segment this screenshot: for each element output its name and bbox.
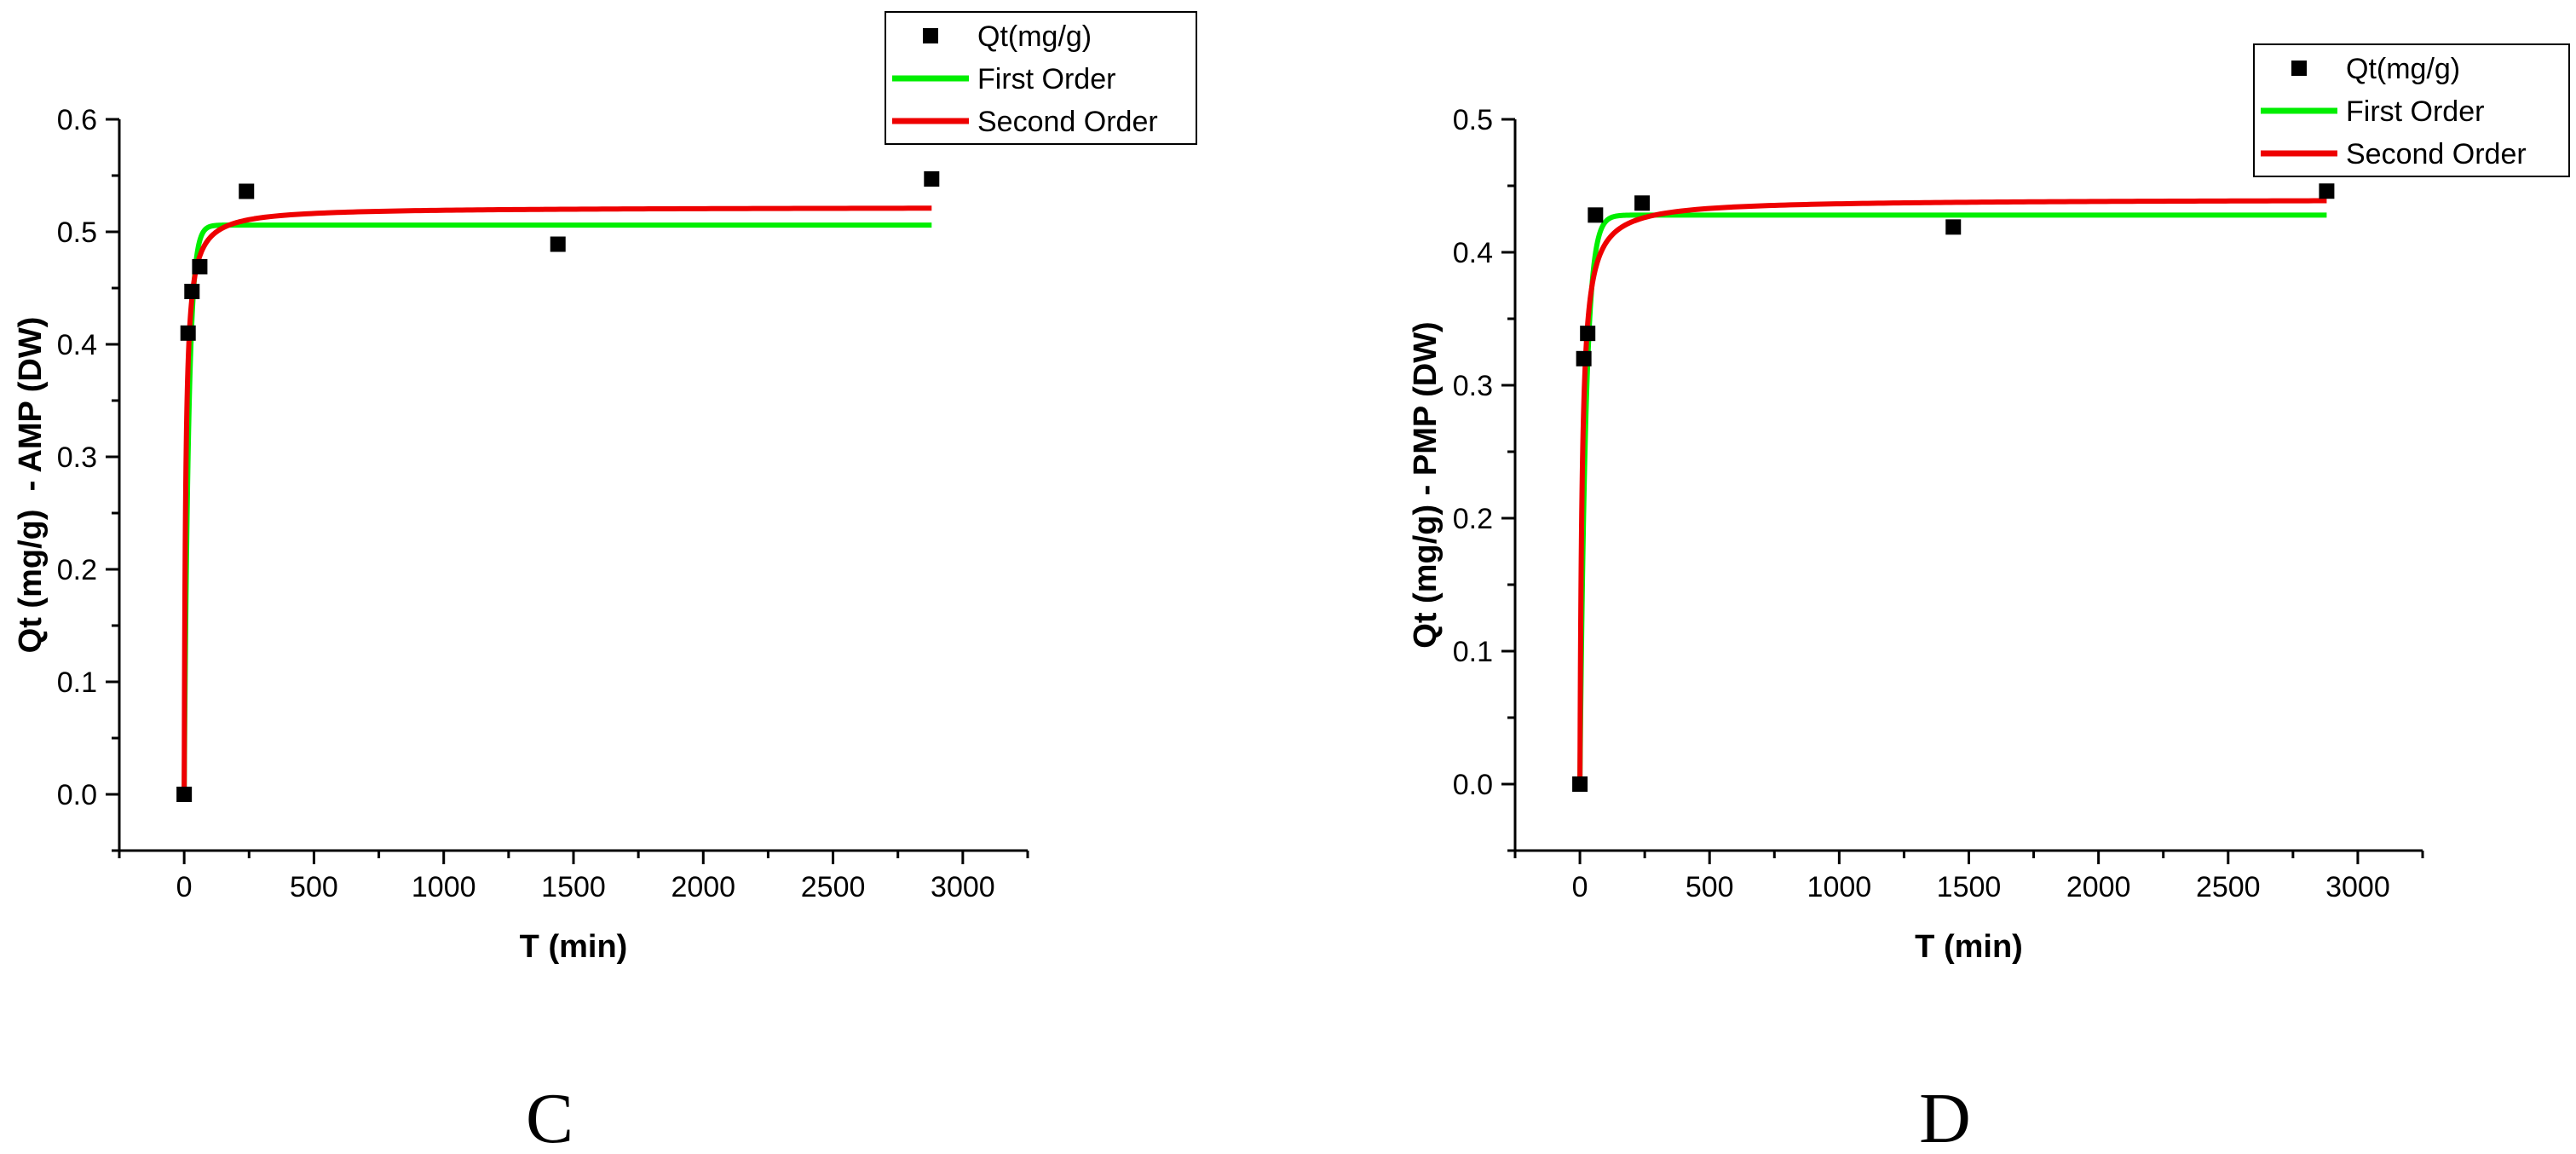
data-point [184,283,200,299]
data-point [2319,183,2335,199]
data-point [239,183,255,199]
first-order-curve [182,222,932,795]
data-point [1576,350,1592,366]
x-tick-label: 500 [1686,871,1734,903]
data-point [1588,207,1604,223]
legend-label: First Order [2346,95,2484,128]
data-point [180,325,196,341]
x-tick-label: 2500 [801,871,866,903]
x-tick-label: 500 [290,871,338,903]
y-axis-title: Qt (mg/g) - AMP (DW) [13,317,49,654]
panel-label: D [1919,1079,1971,1154]
x-tick-label: 2500 [2196,871,2261,903]
x-tick-label: 1000 [412,871,476,903]
panel-label: C [526,1079,573,1154]
x-tick-label: 2000 [671,871,735,903]
first-order-curve [1577,212,2327,785]
data-point [550,236,566,252]
y-tick-label: 0.1 [1453,636,1493,668]
x-tick-label: 0 [1572,871,1588,903]
x-tick-label: 3000 [931,871,995,903]
x-tick-label: 0 [176,871,193,903]
legend-label: Qt(mg/g) [2346,53,2460,85]
legend-label: Second Order [977,106,1158,138]
x-tick-label: 1500 [541,871,606,903]
y-tick-label: 0.4 [57,329,97,361]
y-axis-title: Qt (mg/g) - PMP (DW) [1408,321,1444,648]
data-point [176,787,193,802]
legend-marker-points [923,28,938,43]
data-point [924,170,940,187]
second-order-curve [1577,198,2327,785]
data-point [192,258,208,274]
legend-label: Qt(mg/g) [977,20,1092,53]
second-order-curve [182,205,932,795]
y-tick-label: 0.2 [57,554,97,586]
x-tick-label: 3000 [2325,871,2390,903]
y-tick-label: 0.6 [57,104,97,136]
x-axis-title: T (min) [520,929,628,965]
x-axis-title: T (min) [1915,929,2023,965]
y-tick-label: 0.1 [57,666,97,699]
y-tick-label: 0.0 [57,779,97,811]
data-point [1572,776,1588,792]
legend-label: First Order [977,63,1115,95]
x-tick-label: 1000 [1807,871,1872,903]
y-tick-label: 0.5 [57,216,97,249]
legend: Qt(mg/g) First Order Second Order [885,11,1197,145]
x-tick-label: 2000 [2066,871,2131,903]
data-point [1580,326,1596,342]
chart-panel-d: 0 500 1000 1500 2000 2500 3000 0.0 0.1 0.2 0.3 0.4 0… [1408,43,2570,1154]
y-tick-label: 0.3 [57,441,97,474]
legend: Qt(mg/g) First Order Second Order [2253,43,2570,177]
y-tick-label: 0.3 [1453,370,1493,402]
data-point [1634,195,1651,211]
legend-label: Second Order [2346,138,2527,170]
y-tick-label: 0.2 [1453,503,1493,535]
y-tick-label: 0.0 [1453,769,1493,801]
x-tick-label: 1500 [1937,871,2002,903]
legend-marker-points [2291,61,2307,76]
y-tick-label: 0.5 [1453,104,1493,136]
data-point [1945,219,1962,235]
chart-panel-c: 0 500 1000 1500 2000 2500 3000 0.0 0.1 0.2 0.3 0.4 0… [13,11,1197,1154]
y-tick-label: 0.4 [1453,237,1493,269]
